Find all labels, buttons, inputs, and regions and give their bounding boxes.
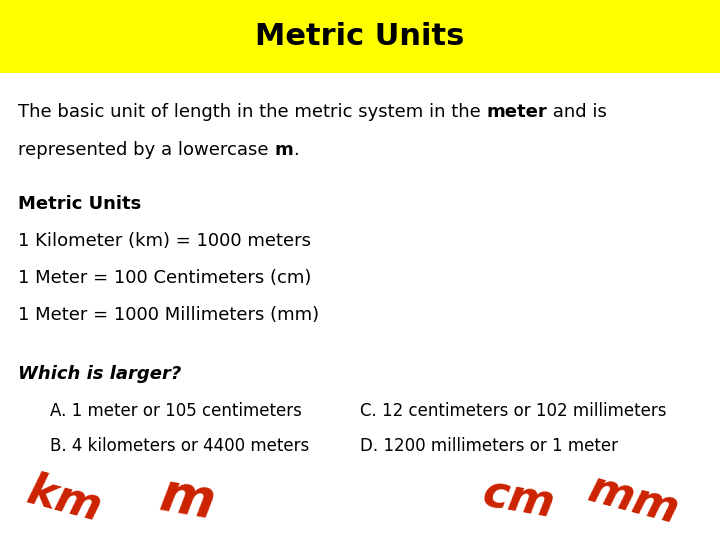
Text: The basic unit of length in the metric system in the: The basic unit of length in the metric s… [18, 103, 487, 120]
Text: cm: cm [479, 472, 558, 527]
FancyBboxPatch shape [0, 0, 720, 73]
Text: 1 Kilometer (km) = 1000 meters: 1 Kilometer (km) = 1000 meters [18, 232, 311, 250]
Text: represented by a lowercase: represented by a lowercase [18, 141, 274, 159]
Text: .: . [293, 141, 299, 159]
Text: Metric Units: Metric Units [256, 22, 464, 51]
Text: Which is larger?: Which is larger? [18, 365, 181, 383]
Text: C. 12 centimeters or 102 millimeters: C. 12 centimeters or 102 millimeters [360, 402, 667, 420]
Text: Metric Units: Metric Units [18, 195, 141, 213]
Text: meter: meter [487, 103, 547, 120]
Text: D. 1200 millimeters or 1 meter: D. 1200 millimeters or 1 meter [360, 437, 618, 455]
Text: mm: mm [583, 467, 684, 532]
Text: B. 4 kilometers or 4400 meters: B. 4 kilometers or 4400 meters [50, 437, 310, 455]
Text: and is: and is [547, 103, 607, 120]
Text: km: km [22, 469, 107, 530]
Text: 1 Meter = 1000 Millimeters (mm): 1 Meter = 1000 Millimeters (mm) [18, 306, 319, 323]
Text: m: m [274, 141, 293, 159]
Text: 1 Meter = 100 Centimeters (cm): 1 Meter = 100 Centimeters (cm) [18, 269, 311, 287]
Text: m: m [156, 469, 219, 530]
Text: A. 1 meter or 105 centimeters: A. 1 meter or 105 centimeters [50, 402, 302, 420]
